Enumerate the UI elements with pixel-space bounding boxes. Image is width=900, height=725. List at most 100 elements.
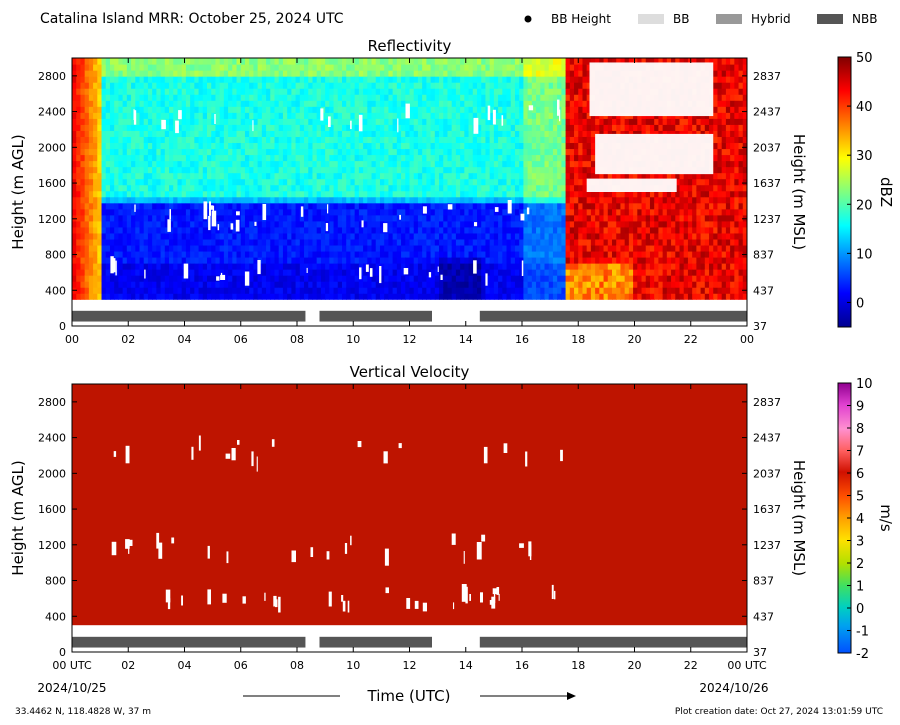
reflectivity-cell	[101, 76, 107, 83]
reflectivity-cell	[211, 154, 217, 162]
reflectivity-cell	[80, 160, 86, 168]
reflectivity-cell	[354, 208, 360, 216]
reflectivity-cell	[464, 148, 470, 156]
reflectivity-cell	[131, 58, 136, 65]
reflectivity-cell	[595, 238, 600, 246]
reflectivity-cell	[426, 130, 432, 137]
reflectivity-cell	[451, 196, 457, 204]
reflectivity-cell	[540, 190, 546, 198]
reflectivity-cell	[84, 142, 90, 150]
reflectivity-cell	[552, 76, 558, 83]
reflectivity-cell	[472, 70, 478, 77]
reflectivity-cell	[122, 263, 128, 270]
reflectivity-cell	[519, 82, 525, 89]
reflectivity-cell	[337, 88, 343, 95]
reflectivity-cell	[232, 100, 238, 107]
reflectivity-cell	[375, 281, 381, 288]
reflectivity-cell	[232, 82, 238, 89]
reflectivity-cell	[173, 166, 179, 174]
reflectivity-cell	[291, 88, 297, 95]
reflectivity-cell	[291, 142, 297, 150]
reflectivity-cell	[236, 166, 242, 174]
reflectivity-cell	[536, 94, 541, 101]
reflectivity-cell	[194, 214, 200, 222]
reflectivity-cell	[481, 154, 487, 162]
reflectivity-cell	[156, 82, 162, 89]
reflectivity-cell	[223, 142, 229, 150]
reflectivity-cell	[160, 58, 166, 65]
reflectivity-cell	[396, 76, 402, 83]
reflectivity-cell	[291, 106, 297, 113]
reflectivity-cell	[101, 172, 107, 180]
reflectivity-cell	[422, 232, 427, 240]
reflectivity-cell	[84, 94, 90, 101]
reflectivity-cell	[519, 106, 525, 113]
reflectivity-cell	[122, 226, 128, 234]
reflectivity-cell	[557, 281, 562, 288]
reflectivity-cell	[118, 154, 124, 162]
reflectivity-cell	[468, 202, 474, 210]
reflectivity-cell	[114, 64, 120, 71]
reflectivity-cell	[464, 136, 470, 144]
reflectivity-cell	[308, 263, 314, 270]
reflectivity-cell	[574, 112, 579, 119]
reflectivity-cell	[371, 287, 377, 294]
reflectivity-cell	[561, 275, 567, 282]
reflectivity-cell	[76, 250, 82, 258]
reflectivity-cell	[350, 136, 356, 144]
reflectivity-cell	[569, 106, 575, 113]
reflectivity-cell	[350, 64, 356, 71]
reflectivity-cell	[223, 190, 229, 198]
reflectivity-cell	[156, 136, 162, 144]
reflectivity-cell	[190, 112, 195, 119]
reflectivity-cell	[358, 263, 364, 270]
reflectivity-cell	[523, 178, 529, 186]
reflectivity-cell	[523, 244, 529, 252]
reflectivity-cell	[249, 82, 255, 89]
reflectivity-cell	[498, 226, 503, 234]
reflectivity-cell	[152, 232, 157, 240]
reflectivity-cell	[346, 178, 352, 186]
reflectivity-cell	[274, 232, 280, 240]
reflectivity-cell	[384, 148, 390, 156]
reflectivity-cell	[413, 130, 419, 137]
reflectivity-cell	[477, 178, 482, 186]
reflectivity-cell	[582, 58, 588, 65]
reflectivity-cell	[557, 76, 562, 83]
reflectivity-cell	[299, 263, 305, 270]
reflectivity-cell	[101, 184, 107, 192]
reflectivity-cell	[202, 166, 208, 174]
reflectivity-cell	[76, 160, 82, 168]
reflectivity-cell	[109, 172, 115, 180]
reflectivity-cell	[569, 130, 575, 137]
reflectivity-cell	[371, 196, 377, 204]
reflectivity-cell	[244, 154, 250, 162]
reflectivity-cell	[557, 263, 562, 270]
reflectivity-cell	[253, 142, 259, 150]
reflectivity-cell	[253, 88, 259, 95]
reflectivity-cell	[595, 202, 600, 210]
reflectivity-cell	[489, 202, 495, 210]
reflectivity-cell	[147, 136, 153, 144]
reflectivity-cell	[379, 281, 385, 288]
reflectivity-cell	[455, 238, 461, 246]
reflectivity-cell	[375, 250, 381, 258]
reflectivity-cell	[109, 196, 115, 204]
reflectivity-cell	[498, 154, 503, 162]
reflectivity-cell	[392, 244, 398, 252]
reflectivity-cell	[367, 124, 373, 131]
reflectivity-cell	[164, 178, 170, 186]
reflectivity-cell	[367, 256, 373, 264]
reflectivity-cell	[510, 263, 516, 270]
reflectivity-cell	[434, 100, 440, 107]
reflectivity-cell	[510, 70, 516, 77]
reflectivity-cell	[287, 256, 292, 264]
reflectivity-cell	[244, 232, 250, 240]
reflectivity-cell	[228, 106, 233, 113]
reflectivity-cell	[350, 166, 356, 174]
reflectivity-cell	[325, 100, 330, 107]
reflectivity-cell	[185, 281, 191, 288]
reflectivity-cell	[211, 124, 217, 131]
reflectivity-cell	[299, 106, 305, 113]
reflectivity-cell	[164, 238, 170, 246]
